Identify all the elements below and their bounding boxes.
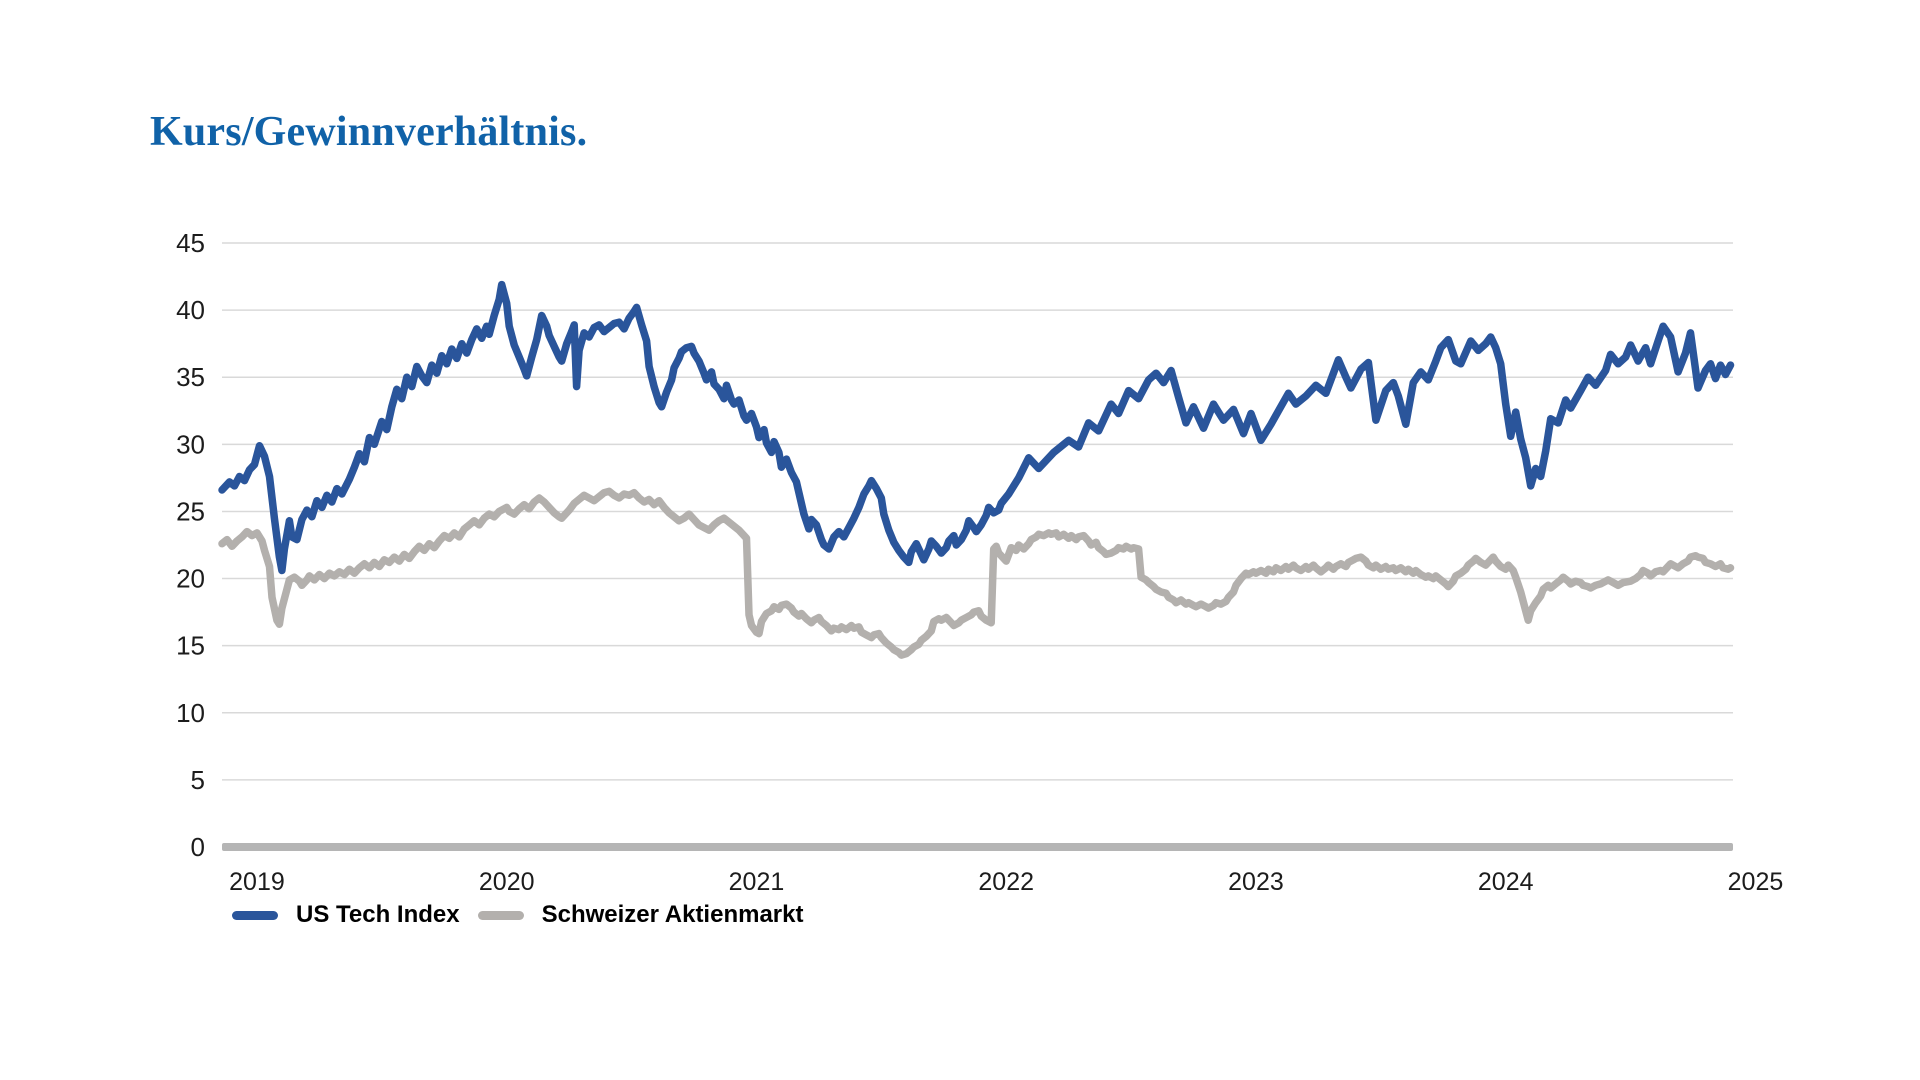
y-tick-label: 20	[176, 564, 205, 594]
x-tick-label: 2019	[229, 868, 285, 896]
legend-item-schweizer-aktienmarkt: Schweizer Aktienmarkt	[477, 901, 804, 929]
series-line-schweizer-aktienmarkt	[218, 487, 1735, 659]
x-tick-label: 2020	[479, 868, 535, 896]
y-tick-label: 10	[176, 698, 205, 728]
x-tick-label: 2022	[978, 868, 1034, 896]
y-tick-label: 15	[176, 631, 205, 661]
x-tick-label: 2023	[1228, 868, 1284, 896]
legend: US Tech Index Schweizer Aktienmarkt	[232, 901, 803, 929]
chart-title: Kurs/Gewinnverhältnis.	[150, 109, 588, 155]
y-tick-label: 30	[176, 429, 205, 459]
schweizer-aktienmarkt-line-swatch-icon	[477, 910, 524, 920]
series-line-us-tech-index	[218, 280, 1735, 575]
x-tick-label: 2021	[729, 868, 785, 896]
y-tick-label: 25	[176, 496, 205, 526]
x-tick-label: 2025	[1728, 868, 1784, 896]
y-tick-label: 45	[176, 228, 205, 258]
x-axis-baseline	[222, 843, 1733, 851]
y-tick-label: 0	[191, 832, 205, 862]
legend-label-schweizer-aktienmarkt: Schweizer Aktienmarkt	[541, 901, 804, 928]
y-tick-label: 35	[176, 362, 205, 392]
x-tick-label: 2024	[1478, 868, 1534, 896]
us-tech-index-line-swatch-icon	[232, 910, 278, 920]
legend-item-us-tech-index: US Tech Index	[232, 901, 460, 929]
legend-label-us-tech-index: US Tech Index	[296, 901, 460, 928]
y-tick-label: 5	[191, 765, 205, 795]
y-tick-label: 40	[176, 295, 205, 325]
